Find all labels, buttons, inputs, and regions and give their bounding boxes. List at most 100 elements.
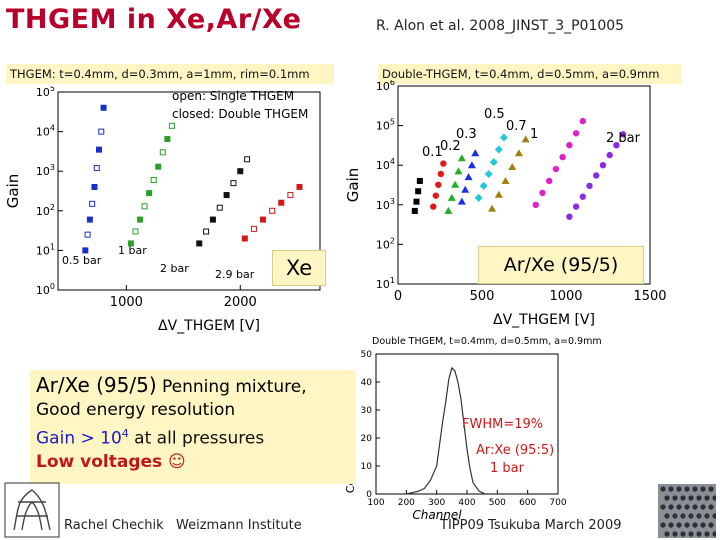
x-tick-label: 1500 [633,289,666,304]
pressure-label-0.1: 0.1 [422,145,443,160]
x-tick-label: 1000 [110,295,143,310]
spectrum-gas-label: Ar:Xe (95:5) [476,443,554,458]
spectrum-line [406,366,558,495]
data-point [196,240,203,247]
data-point [415,188,422,195]
legend-closed-text: closed: Double THGEM [172,107,308,121]
hole [660,486,666,492]
x-tick-label: 0 [394,289,402,304]
hole [688,531,694,537]
x-axis-label: Channel [412,508,462,522]
data-point [586,182,593,190]
data-point [521,135,530,143]
y-tick-label: 102 [36,203,55,218]
summary-line-3: Gain > 104 at all pressures [36,422,348,451]
data-point [559,153,566,161]
hole [672,531,678,537]
x-tick-label: 300 [428,498,445,508]
thgem-photo-icon [658,484,716,538]
data-point [474,193,483,202]
data-point [132,228,139,235]
hole [704,513,710,519]
hole [700,522,706,528]
data-point [599,162,607,169]
y-tick-label: 104 [376,157,395,172]
data-point [494,145,503,154]
data-point [464,173,473,181]
data-point [593,172,600,179]
data-point [159,149,166,156]
data-point [98,128,105,135]
pressure-label-2bar: 2 bar [606,131,641,146]
spectrum-pressure-label: 1 bar [490,461,525,476]
data-point [532,201,539,208]
data-point [216,204,223,211]
hole [704,495,710,501]
data-point [437,170,445,178]
pressure-label-0.5: 0.5 bar [62,254,102,267]
data-point [96,146,103,153]
data-point [579,117,586,125]
reference-citation: R. Alon et al. 2008_JINST_3_P01005 [376,18,625,34]
data-point [413,198,420,205]
data-point [499,133,508,142]
data-point [566,141,573,149]
gain-text: Gain > 10 [36,428,122,449]
hole [696,495,702,501]
data-point [127,240,134,247]
right-plot-caption: Double-THGEM, t=0.4mm, d=0.5mm, a=0.9mm [378,64,682,84]
arxe-gas-label: Ar/Xe (95/5) [478,246,644,284]
pressure-label-1: 1 [530,127,538,142]
hole [704,531,710,537]
hole [684,504,690,510]
data-point [613,141,620,149]
y-axis-label: Gain [4,174,22,209]
y-tick-label: 102 [376,236,395,251]
hole [692,522,698,528]
pressure-label-0.3: 0.3 [456,127,477,142]
x-tick-label: 500 [470,289,495,304]
gas-mixture-text: Ar/Xe (95/5) [36,373,157,397]
data-point [203,228,210,235]
data-point [484,169,493,178]
x-tick-label: 600 [519,498,536,508]
data-point [501,176,510,184]
data-point [552,165,560,173]
hole [708,504,714,510]
y-tick-label: 101 [376,276,395,291]
data-point [435,181,442,188]
data-point [432,192,439,199]
data-point [572,203,580,210]
y-tick-label: 100 [36,282,55,297]
data-point [514,149,523,157]
y-tick-label: 0 [366,490,372,500]
data-point [494,190,503,198]
data-point [141,203,148,210]
data-point [230,180,237,187]
y-tick-label: 103 [36,163,55,178]
hole [664,531,670,537]
data-point [237,168,244,175]
data-point [479,181,488,190]
hole [712,531,716,537]
data-point [457,197,466,205]
pressure-label-0.2: 0.2 [440,139,461,154]
legend-open-text: open: Single THGEM [172,89,294,103]
x-axis-label: ΔV_THGEM [V] [158,318,260,334]
summary-line-4: Low voltages ☺ [36,451,186,472]
pressure-label-2: 2 bar [160,262,189,275]
hole [708,522,714,528]
data-point [461,185,470,193]
y-tick-label: 105 [36,86,55,99]
data-point [287,192,294,199]
data-point [440,160,447,167]
hole [680,495,686,501]
data-point [579,193,586,200]
hole [696,531,702,537]
summary-line-2: Good energy resolution [36,400,236,420]
y-tick-label: 40 [361,378,373,388]
data-point [137,216,144,223]
x-tick-label: 1000 [549,289,582,304]
data-point [164,136,171,143]
data-point [508,163,517,171]
